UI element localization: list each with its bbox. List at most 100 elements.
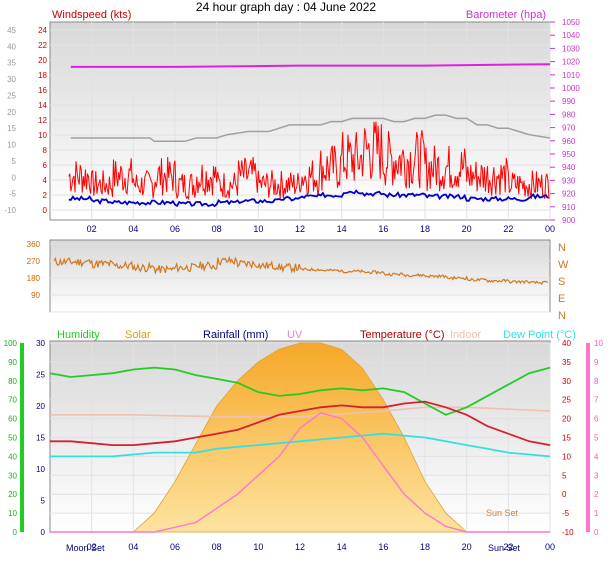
temperature-panel-legend: Humidity Solar Rainfall (mm) UV Temperature …	[57, 329, 576, 341]
windspeed-tick-label: 16	[38, 86, 47, 95]
temperature-tick-label: 25	[562, 396, 571, 405]
hour-tick-label: 00	[545, 224, 555, 234]
moon-set-label: Moon Set	[66, 543, 105, 553]
humidity-tick-label: 60	[8, 415, 17, 424]
windspeed-tick-label: 2	[43, 191, 48, 200]
uv-axis-bar	[586, 343, 590, 532]
barometer-tick-label: 970	[562, 124, 576, 133]
uv-tick-label: 8	[594, 377, 599, 386]
windspeed-tick-label: 20	[38, 56, 47, 65]
windspeed-axis-title: Windspeed (kts)	[52, 9, 131, 21]
hour-tick-label: 14	[337, 542, 347, 552]
windspeed-tick-label: 10	[38, 131, 47, 140]
hour-tick-label: 18	[420, 542, 430, 552]
direction-tick-label: 90	[31, 291, 40, 300]
direction-tick-label: 270	[27, 257, 41, 266]
temperature-tick-label: -5	[562, 509, 570, 518]
hour-tick-label: 18	[420, 224, 430, 234]
gust-tick-label: 30	[7, 75, 16, 84]
hour-tick-label: 06	[170, 224, 180, 234]
direction-tick-label: 180	[27, 274, 41, 283]
gust-tick-label: -5	[9, 190, 17, 199]
temperature-tick-label: 15	[562, 434, 571, 443]
wind-panel-gridlines	[50, 22, 551, 220]
rainfall-tick-label: 5	[41, 497, 46, 506]
humidity-axis-bar	[20, 343, 24, 532]
humidity-tick-label: 90	[8, 358, 17, 367]
legend-label: Indoor	[450, 329, 482, 341]
uv-tick-label: 10	[594, 339, 603, 348]
uv-tick-label: 9	[594, 358, 599, 367]
hour-tick-label: 04	[128, 542, 138, 552]
windspeed-tick-label: 14	[38, 101, 47, 110]
solar-area	[50, 342, 550, 533]
uv-tick-label: 4	[594, 452, 599, 461]
uv-tick-label: 3	[594, 471, 599, 480]
hour-tick-label: 00	[545, 542, 555, 552]
humidity-tick-label: 0	[13, 528, 18, 537]
temperature-panel-series: Sun Set	[49, 342, 551, 533]
gust-line	[70, 114, 551, 143]
legend-label: UV	[287, 329, 303, 341]
hour-tick-label: 08	[212, 224, 222, 234]
windspeed-tick-label: 12	[38, 116, 47, 125]
barometer-tick-label: 910	[562, 203, 576, 212]
uv-tick-label: 0	[594, 528, 599, 537]
gust-tick-label: 0	[12, 173, 17, 182]
uv-tick-label: 6	[594, 415, 599, 424]
rainfall-tick-label: 0	[41, 528, 46, 537]
rainfall-tick-label: 30	[36, 339, 45, 348]
barometer-tick-label: 930	[562, 176, 576, 185]
wind-panel-axes: 242220181614121086420454035302520151050-…	[4, 18, 580, 234]
barometer-tick-label: 1040	[562, 31, 580, 40]
barometer-tick-label: 950	[562, 150, 576, 159]
sun-set-annotation: Sun Set	[486, 508, 519, 518]
hour-tick-label: 10	[253, 224, 263, 234]
gust-tick-label: 35	[7, 59, 16, 68]
hour-tick-label: 22	[503, 224, 513, 234]
humidity-tick-label: 10	[8, 509, 17, 518]
temperature-line	[50, 400, 551, 446]
gust-tick-label: 10	[7, 141, 16, 150]
uv-tick-label: 2	[594, 490, 599, 499]
temperature-tick-label: 30	[562, 377, 571, 386]
gust-tick-label: 15	[7, 124, 16, 133]
wind-panel-series	[68, 63, 551, 208]
hour-tick-label: 16	[378, 542, 388, 552]
barometer-tick-label: 980	[562, 110, 576, 119]
uv-tick-label: 5	[594, 434, 599, 443]
barometer-tick-label: 960	[562, 137, 576, 146]
humidity-tick-label: 80	[8, 377, 17, 386]
humidity-tick-label: 70	[8, 396, 17, 405]
uv-tick-label: 1	[594, 509, 599, 518]
windspeed-tick-label: 18	[38, 71, 47, 80]
gust-tick-label: 25	[7, 91, 16, 100]
hour-tick-label: 12	[295, 542, 305, 552]
hour-tick-label: 08	[212, 542, 222, 552]
compass-label: N	[558, 242, 566, 254]
legend-label: Rainfall (mm)	[203, 329, 268, 341]
legend-label: Dew Point (°C)	[503, 329, 576, 341]
barometer-tick-label: 920	[562, 190, 576, 199]
barometer-tick-label: 1020	[562, 58, 580, 67]
humidity-tick-label: 20	[8, 490, 17, 499]
gust-tick-label: 40	[7, 42, 16, 51]
hour-tick-label: 02	[87, 224, 97, 234]
humidity-line	[49, 366, 551, 416]
barometer-tick-label: 990	[562, 97, 576, 106]
rainfall-tick-label: 15	[36, 434, 45, 443]
rainfall-tick-label: 10	[36, 465, 45, 474]
legend-label: Temperature (°C)	[360, 329, 444, 341]
compass-label: W	[558, 259, 569, 271]
sun-set-label: Sun Set	[488, 543, 521, 553]
compass-label: N	[558, 310, 566, 322]
temperature-tick-label: 5	[562, 471, 567, 480]
temperature-tick-label: 0	[562, 490, 567, 499]
gust-tick-label: 20	[7, 108, 16, 117]
hour-tick-label: 20	[462, 542, 472, 552]
uv-tick-label: 7	[594, 396, 599, 405]
hour-tick-label: 02	[87, 542, 97, 552]
windspeed-tick-label: 4	[43, 176, 48, 185]
temperature-tick-label: 20	[562, 415, 571, 424]
